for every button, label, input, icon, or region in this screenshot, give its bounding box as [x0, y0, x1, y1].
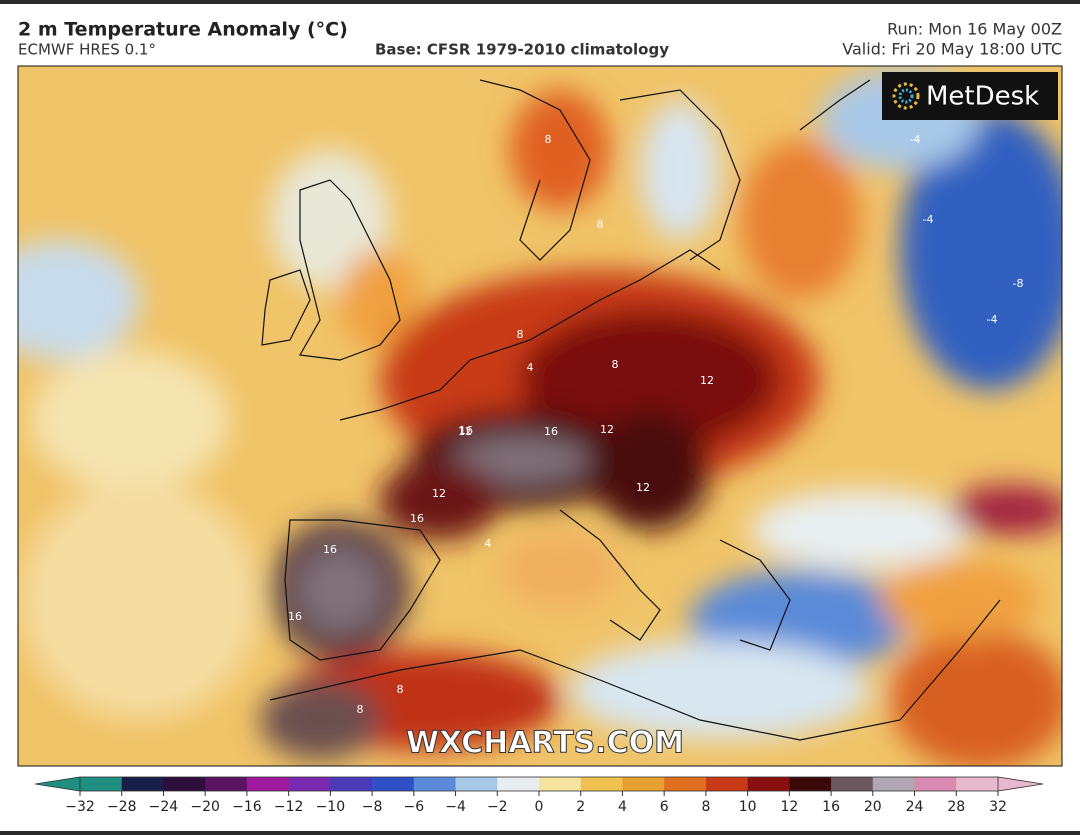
colorbar-tick-label: 2 — [576, 799, 585, 815]
contour-label: -4 — [987, 313, 998, 326]
colorbar-tick-label: −24 — [149, 799, 179, 815]
contour-label: 12 — [700, 374, 714, 387]
contour-label: 12 — [636, 481, 650, 494]
contour-label: -8 — [1013, 277, 1024, 290]
title: 2 m Temperature Anomaly (°C) — [18, 19, 348, 41]
colorbar-tick-label: 32 — [989, 799, 1007, 815]
colorbar-segment — [539, 777, 582, 791]
contour-label: 8 — [357, 703, 364, 716]
colorbar-tick-label: −16 — [232, 799, 262, 815]
colorbar-segment — [831, 777, 874, 791]
colorbar-tick-label: 6 — [660, 799, 669, 815]
colorbar-segment — [163, 777, 206, 791]
contour-label: 8 — [397, 683, 404, 696]
contour-label: 4 — [527, 361, 534, 374]
contour-label: 8 — [597, 218, 604, 231]
contour-label: 12 — [600, 423, 614, 436]
contour-label: 12 — [432, 487, 446, 500]
colorbar-segment — [622, 777, 665, 791]
colorbar-segment — [413, 777, 457, 791]
colorbar-tick-label: −10 — [316, 799, 346, 815]
colorbar-segment — [455, 777, 498, 791]
colorbar-tick-label: −6 — [403, 799, 424, 815]
contour-label: 16 — [410, 512, 424, 525]
coastlines — [261, 79, 1001, 741]
logo-icon — [892, 82, 920, 110]
contour-label: 8 — [545, 133, 552, 146]
colorbar-tick-label: 8 — [701, 799, 710, 815]
contour-label: 16 — [544, 425, 558, 438]
colorbar-segment — [789, 777, 832, 791]
colorbar-tick-label: 0 — [535, 799, 544, 815]
anomaly-field — [18, 70, 1062, 766]
colorbar-segment — [80, 777, 123, 791]
colorbar-tick-label: −20 — [190, 799, 220, 815]
contour-label: 8 — [517, 328, 524, 341]
colorbar-tick-label: 12 — [780, 799, 798, 815]
colorbar-segment — [580, 777, 623, 791]
valid: Valid: Fri 20 May 18:00 UTC — [842, 40, 1062, 59]
colorbar-tick-label: −2 — [487, 799, 508, 815]
colorbar-tick-label: −12 — [274, 799, 304, 815]
colorbar-tick-label: −32 — [65, 799, 95, 815]
colorbar-segment — [705, 777, 749, 791]
logo: MetDesk — [926, 82, 1039, 112]
colorbar-tick-label: 20 — [864, 799, 882, 815]
colorbar-segment — [121, 777, 164, 791]
colorbar-segment — [872, 777, 916, 791]
contour-label: 8 — [612, 358, 619, 371]
base: Base: CFSR 1979-2010 climatology — [375, 41, 669, 59]
contour-label: -4 — [910, 133, 921, 146]
colorbar-segment — [372, 777, 415, 791]
run: Run: Mon 16 May 00Z — [887, 20, 1062, 39]
colorbar-tick-label: −28 — [107, 799, 137, 815]
colorbar-segment — [246, 777, 290, 791]
contour-label: 16 — [459, 424, 473, 437]
colorbar-tick-label: 24 — [906, 799, 924, 815]
colorbar-segment — [330, 777, 373, 791]
contour-label: 16 — [288, 610, 302, 623]
colorbar-tick-label: 16 — [822, 799, 840, 815]
contour-label: 16 — [323, 543, 337, 556]
contour-label: 12 — [458, 425, 472, 438]
colorbar-segment — [747, 777, 790, 791]
colorbar: −32 −28 −24 −20 −16 −12 −10 −8 −6 −4 −2 0 2 4 6 8 10 12 16… — [34, 776, 1044, 815]
colorbar-segment — [205, 777, 248, 791]
colorbar-tick-label: 28 — [947, 799, 965, 815]
colorbar-tick-label: 4 — [618, 799, 627, 815]
map-frame — [17, 65, 1063, 767]
model: ECMWF HRES 0.1° — [18, 41, 156, 59]
colorbar-segment — [288, 777, 331, 791]
contour-label: -4 — [923, 213, 934, 226]
colorbar-segment — [956, 777, 999, 791]
colorbar-tick-label: −8 — [362, 799, 383, 815]
colorbar-segment — [497, 777, 540, 791]
contour-label: 4 — [485, 537, 492, 550]
colorbar-tick-label: 10 — [739, 799, 757, 815]
watermark: WXCHARTS.COM — [406, 726, 684, 761]
colorbar-tick-label: −4 — [445, 799, 466, 815]
colorbar-segment — [914, 777, 957, 791]
colorbar-segment — [664, 777, 707, 791]
